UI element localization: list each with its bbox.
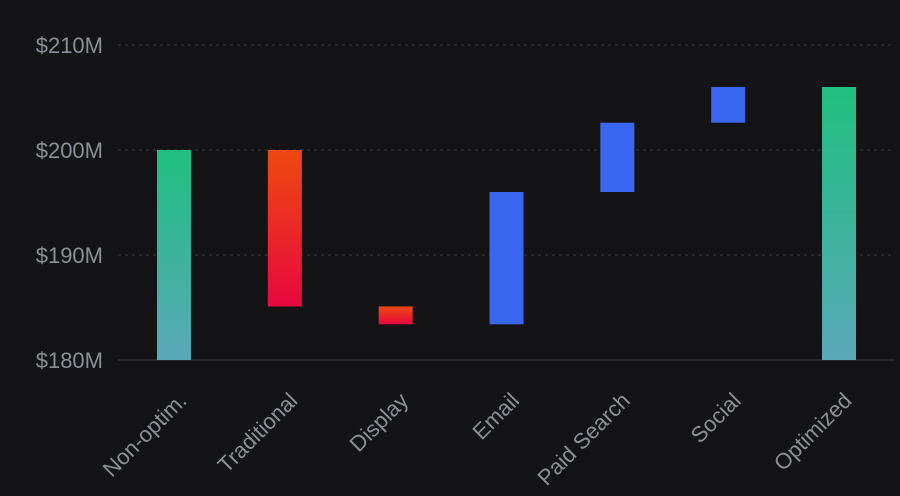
bar-increase [489,192,524,325]
y-tick-label: $210M [36,33,103,58]
y-tick-label: $180M [36,348,103,373]
bar-increase [711,87,746,123]
bar-decrease [378,306,413,325]
x-tick-label: Email [467,388,524,445]
y-axis: $180M $190M $200M $210M [36,33,103,373]
grid [118,44,895,361]
x-axis: Non-optim. Traditional Display Email Paid Se… [98,388,857,490]
x-tick-label: Display [345,388,414,457]
y-tick-label: $200M [36,138,103,163]
x-tick-label: Optimized [769,388,857,476]
x-tick-label: Non-optim. [98,388,192,482]
bar-increase [600,122,635,192]
x-tick-label: Traditional [213,388,303,478]
bar-total [822,87,856,360]
x-tick-label: Social [686,388,746,448]
bar-total [157,150,191,360]
x-tick-label: Paid Search [532,388,634,490]
bar-decrease [267,150,302,307]
bars [157,87,856,360]
y-tick-label: $190M [36,243,103,268]
